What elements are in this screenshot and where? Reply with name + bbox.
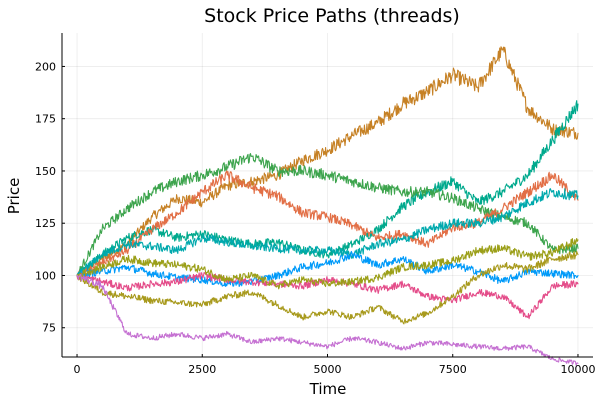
series-line-10 bbox=[76, 274, 579, 366]
y-tick-label: 125 bbox=[35, 217, 56, 230]
series-line-4 bbox=[76, 170, 579, 280]
x-ticks: 0 2500 5000 7500 10000 bbox=[74, 354, 595, 376]
series-line-5 bbox=[76, 188, 579, 278]
series-line-1 bbox=[76, 46, 579, 277]
x-tick-label: 7500 bbox=[439, 363, 467, 376]
y-tick-label: 175 bbox=[35, 113, 56, 126]
series-line-7 bbox=[76, 272, 579, 320]
y-tick-label: 75 bbox=[42, 322, 56, 335]
x-axis-label: Time bbox=[309, 380, 347, 398]
series-line-2 bbox=[76, 100, 579, 278]
x-tick-label: 0 bbox=[74, 363, 81, 376]
y-tick-label: 200 bbox=[35, 60, 56, 73]
chart-title: Stock Price Paths (threads) bbox=[204, 5, 460, 27]
y-tick-label: 150 bbox=[35, 165, 56, 178]
series-line-6 bbox=[76, 250, 579, 287]
x-tick-label: 5000 bbox=[314, 363, 342, 376]
series-lines bbox=[76, 46, 579, 366]
series-line-9 bbox=[76, 250, 579, 325]
y-tick-label: 100 bbox=[35, 269, 56, 282]
x-tick-label: 2500 bbox=[188, 363, 216, 376]
series-line-8 bbox=[76, 237, 579, 290]
y-axis-label: Price bbox=[5, 178, 23, 215]
x-tick-label: 10000 bbox=[560, 363, 595, 376]
y-ticks: 75 100 125 150 175 200 bbox=[35, 60, 65, 335]
